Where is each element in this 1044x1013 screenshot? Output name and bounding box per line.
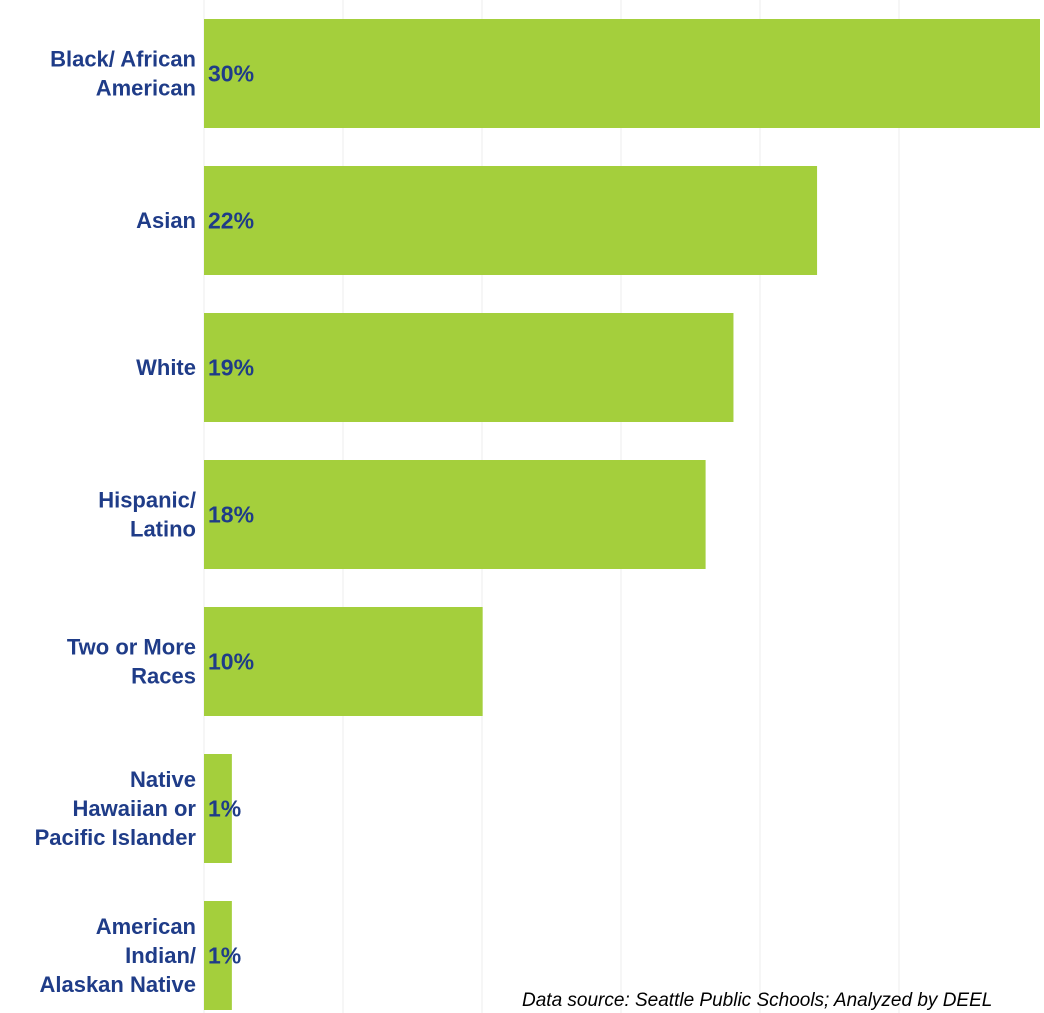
bars — [204, 19, 1040, 1010]
category-label-line: Two or More — [67, 635, 196, 660]
bar — [204, 460, 706, 569]
category-labels: Black/ African American Asian White Hispanic… — [35, 47, 197, 998]
data-source-note: Data source: Seattle Public Schools; Ana… — [522, 990, 993, 1011]
value-label: 1% — [208, 796, 241, 822]
category-label-line: Races — [131, 664, 196, 689]
category-label: White — [136, 355, 196, 380]
category-label-line: Black/ African — [50, 47, 196, 72]
category-label-line: Pacific Islander — [35, 825, 197, 850]
category-label-line: Alaskan Native — [39, 972, 196, 997]
bar — [204, 313, 734, 422]
category-label-line: Hispanic/ — [98, 488, 196, 513]
category-label: Native Hawaiian or Pacific Islander — [35, 767, 197, 850]
value-labels: 30% 22% 19% 18% 10% 1% 1% — [208, 61, 254, 969]
category-label-line: Asian — [136, 208, 196, 233]
category-label-line: Latino — [130, 517, 196, 542]
value-label: 18% — [208, 502, 254, 528]
category-label: Hispanic/Latino — [98, 488, 196, 542]
category-label-line: American — [96, 914, 196, 939]
bar — [204, 19, 1040, 128]
category-label-line: White — [136, 355, 196, 380]
category-label-line: Hawaiian or — [73, 796, 197, 821]
bar — [204, 901, 232, 1010]
category-label-line: Native — [130, 767, 196, 792]
category-label-line: American — [96, 76, 196, 101]
value-label: 1% — [208, 943, 241, 969]
bar — [204, 754, 232, 863]
value-label: 22% — [208, 208, 254, 234]
bar — [204, 166, 818, 275]
category-label: Asian — [136, 208, 196, 233]
bar — [204, 607, 483, 716]
value-label: 30% — [208, 61, 254, 87]
value-label: 19% — [208, 355, 254, 381]
category-label-line: Indian/ — [125, 943, 196, 968]
category-label: American Indian/Alaskan Native — [39, 914, 196, 997]
category-label: Black/ African American — [50, 47, 196, 101]
category-label: Two or More Races — [67, 635, 196, 689]
value-label: 10% — [208, 649, 254, 675]
